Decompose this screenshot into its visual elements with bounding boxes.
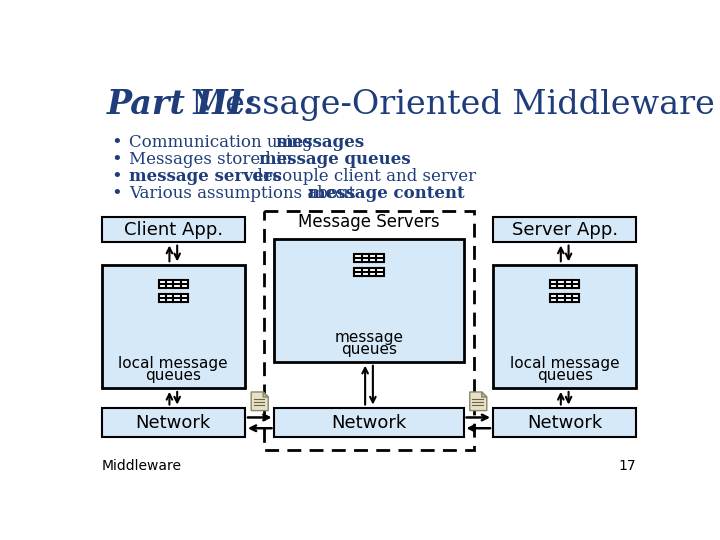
Bar bbox=[158, 294, 188, 302]
Polygon shape bbox=[263, 392, 269, 397]
Text: decouple client and server: decouple client and server bbox=[247, 168, 476, 185]
Bar bbox=[158, 280, 188, 288]
Polygon shape bbox=[469, 392, 487, 410]
Text: messages: messages bbox=[275, 134, 364, 151]
Bar bbox=[550, 294, 580, 302]
Text: Network: Network bbox=[135, 414, 211, 432]
Bar bbox=[550, 280, 580, 288]
Text: queues: queues bbox=[536, 368, 593, 383]
Text: message servers: message servers bbox=[129, 168, 282, 185]
Bar bbox=[493, 265, 636, 388]
Text: Network: Network bbox=[331, 414, 407, 432]
Text: queues: queues bbox=[145, 368, 202, 383]
Bar bbox=[102, 265, 245, 388]
Text: 17: 17 bbox=[618, 459, 636, 473]
Text: Server App.: Server App. bbox=[512, 220, 618, 239]
Text: •: • bbox=[112, 134, 122, 152]
Text: queues: queues bbox=[341, 342, 397, 357]
Bar bbox=[354, 268, 384, 276]
Text: Network: Network bbox=[527, 414, 603, 432]
Text: message: message bbox=[335, 330, 403, 345]
Bar bbox=[102, 217, 245, 242]
Bar bbox=[274, 408, 464, 437]
Polygon shape bbox=[251, 392, 269, 410]
Text: Various assumptions about: Various assumptions about bbox=[129, 185, 360, 202]
Text: Message-Oriented Middleware (MOM): Message-Oriented Middleware (MOM) bbox=[191, 88, 720, 120]
Bar bbox=[493, 408, 636, 437]
Bar bbox=[274, 239, 464, 362]
Text: local message: local message bbox=[510, 356, 619, 371]
Text: message queues: message queues bbox=[259, 151, 411, 168]
Text: Client App.: Client App. bbox=[124, 220, 223, 239]
Bar bbox=[493, 217, 636, 242]
Text: Communication using: Communication using bbox=[129, 134, 318, 151]
Text: •: • bbox=[112, 168, 122, 186]
Text: local message: local message bbox=[119, 356, 228, 371]
Text: message content: message content bbox=[308, 185, 465, 202]
Text: •: • bbox=[112, 185, 122, 203]
Bar bbox=[102, 408, 245, 437]
Text: Messages stored in: Messages stored in bbox=[129, 151, 297, 168]
Polygon shape bbox=[482, 392, 487, 397]
Text: Part III:: Part III: bbox=[107, 88, 257, 121]
Text: •: • bbox=[112, 151, 122, 169]
Bar bbox=[354, 254, 384, 262]
Text: Message Servers: Message Servers bbox=[298, 213, 440, 231]
Text: Middleware: Middleware bbox=[102, 459, 181, 473]
Bar bbox=[264, 211, 474, 450]
